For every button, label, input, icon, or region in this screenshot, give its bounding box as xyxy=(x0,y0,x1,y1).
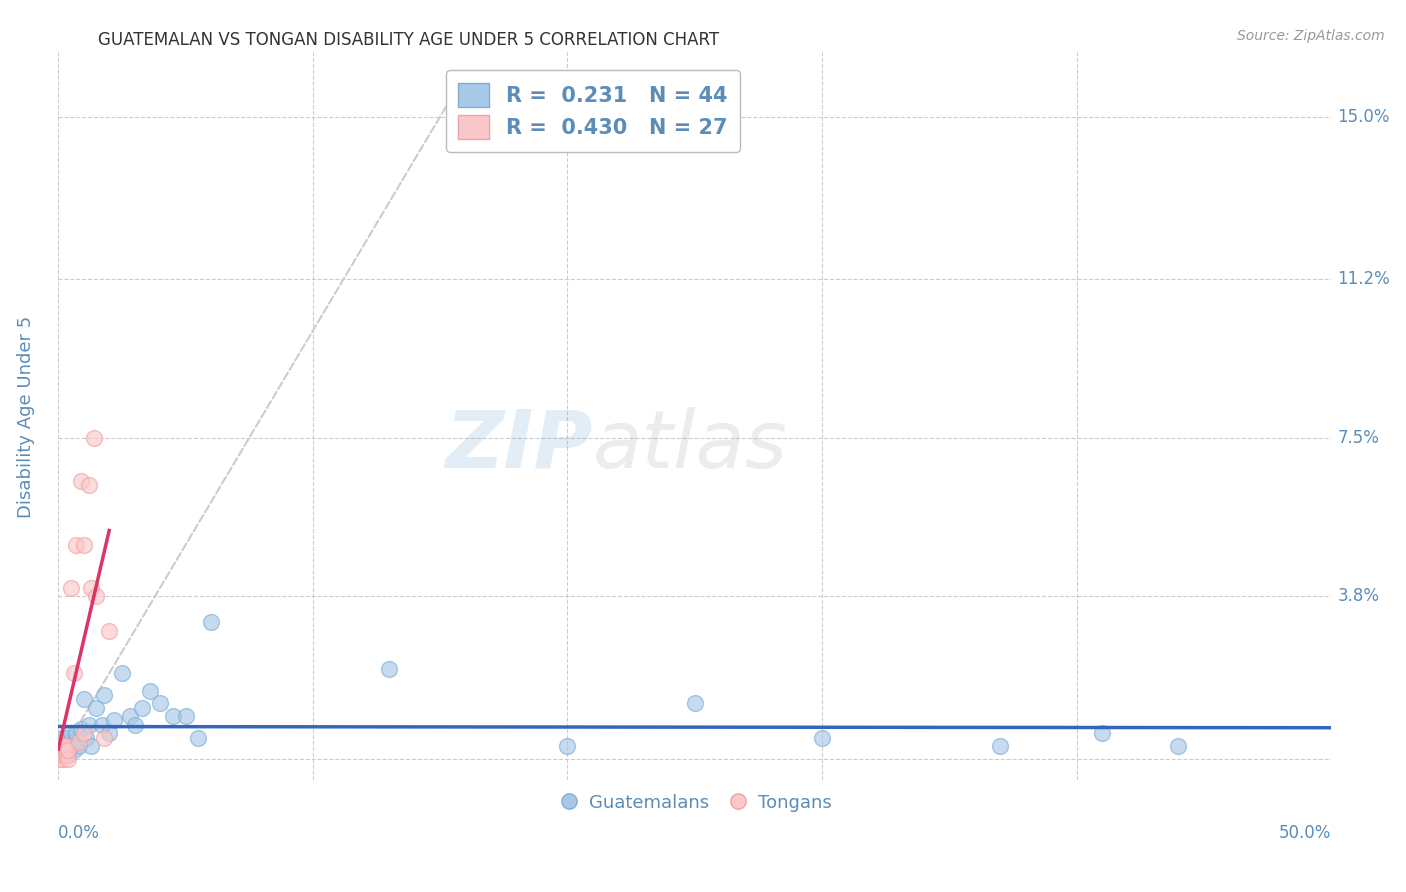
Point xyxy=(1091,726,1114,740)
Point xyxy=(80,581,103,595)
Point xyxy=(62,666,84,681)
Point xyxy=(60,726,83,740)
Point xyxy=(131,700,153,714)
Point xyxy=(58,747,80,762)
Point xyxy=(49,743,72,757)
Text: atlas: atlas xyxy=(593,407,787,484)
Point xyxy=(93,688,115,702)
Point xyxy=(174,709,197,723)
Point xyxy=(58,731,80,745)
Point xyxy=(557,739,579,754)
Point xyxy=(811,731,834,745)
Point xyxy=(200,615,222,629)
Point xyxy=(49,752,72,766)
Point xyxy=(86,589,108,603)
Point xyxy=(55,739,77,754)
Point xyxy=(67,739,90,754)
Point xyxy=(52,747,75,762)
Point xyxy=(67,735,90,749)
Point xyxy=(55,735,77,749)
Point xyxy=(103,714,125,728)
Point xyxy=(46,739,69,754)
Point xyxy=(98,726,121,740)
Point xyxy=(52,731,75,745)
Point xyxy=(55,743,77,757)
Point xyxy=(60,739,83,754)
Point xyxy=(58,743,80,757)
Point xyxy=(60,581,83,595)
Point xyxy=(58,752,80,766)
Point xyxy=(124,718,146,732)
Point xyxy=(49,747,72,762)
Point xyxy=(90,718,112,732)
Text: 0.0%: 0.0% xyxy=(58,824,100,842)
Point xyxy=(70,722,93,736)
Y-axis label: Disability Age Under 5: Disability Age Under 5 xyxy=(17,315,35,517)
Text: ZIP: ZIP xyxy=(446,407,593,484)
Point xyxy=(65,726,87,740)
Text: 15.0%: 15.0% xyxy=(1337,108,1391,126)
Text: GUATEMALAN VS TONGAN DISABILITY AGE UNDER 5 CORRELATION CHART: GUATEMALAN VS TONGAN DISABILITY AGE UNDE… xyxy=(98,31,720,49)
Point xyxy=(49,735,72,749)
Legend: Guatemalans, Tongans: Guatemalans, Tongans xyxy=(551,786,838,819)
Point xyxy=(86,700,108,714)
Point xyxy=(162,709,184,723)
Point xyxy=(98,624,121,638)
Point xyxy=(49,739,72,754)
Point xyxy=(65,538,87,552)
Point xyxy=(46,743,69,757)
Point xyxy=(187,731,209,745)
Point xyxy=(77,478,100,492)
Point xyxy=(49,747,72,762)
Point xyxy=(111,666,134,681)
Point xyxy=(52,747,75,762)
Point xyxy=(62,735,84,749)
Point xyxy=(46,743,69,757)
Point xyxy=(73,726,96,740)
Text: 7.5%: 7.5% xyxy=(1337,429,1379,447)
Text: 3.8%: 3.8% xyxy=(1337,587,1379,606)
Point xyxy=(52,739,75,754)
Point xyxy=(80,739,103,754)
Point xyxy=(118,709,141,723)
Point xyxy=(70,474,93,488)
Point xyxy=(149,697,172,711)
Text: 11.2%: 11.2% xyxy=(1337,270,1391,288)
Point xyxy=(73,538,96,552)
Point xyxy=(1167,739,1189,754)
Point xyxy=(52,743,75,757)
Point xyxy=(52,739,75,754)
Point xyxy=(77,718,100,732)
Point xyxy=(139,683,162,698)
Point xyxy=(988,739,1011,754)
Point xyxy=(73,692,96,706)
Point xyxy=(93,731,115,745)
Point xyxy=(683,697,706,711)
Point xyxy=(55,743,77,757)
Point xyxy=(62,743,84,757)
Point xyxy=(52,752,75,766)
Text: 50.0%: 50.0% xyxy=(1279,824,1331,842)
Text: Source: ZipAtlas.com: Source: ZipAtlas.com xyxy=(1237,29,1385,43)
Point xyxy=(55,747,77,762)
Point xyxy=(83,431,105,445)
Point xyxy=(378,662,401,676)
Point xyxy=(75,731,97,745)
